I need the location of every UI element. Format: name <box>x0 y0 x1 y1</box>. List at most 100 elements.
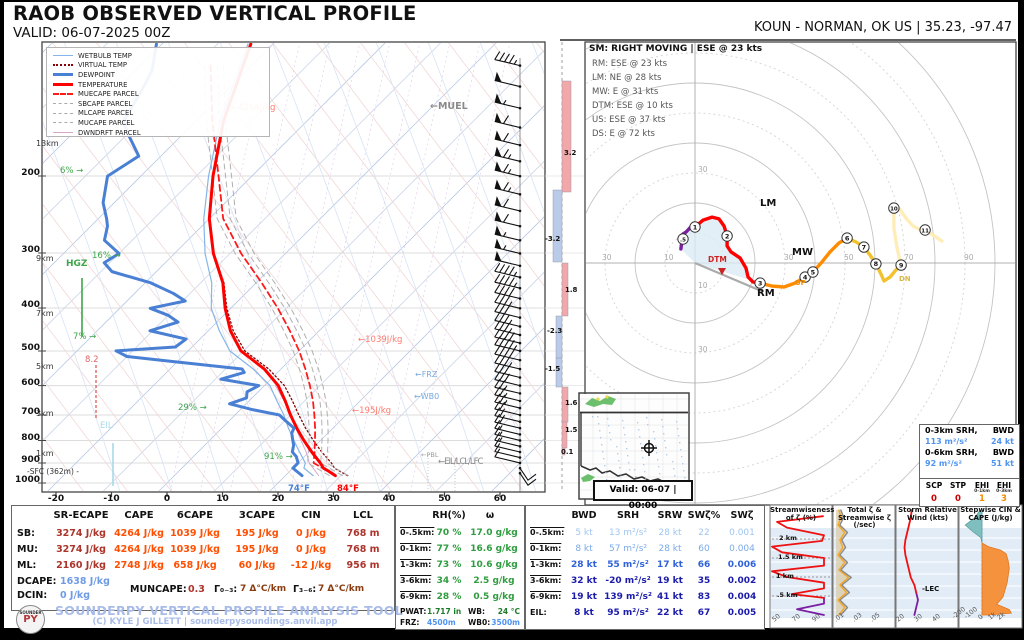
shear-value: 0.001 <box>729 528 755 538</box>
shear-value: 55 m²/s² <box>607 560 649 570</box>
shear-row-label: 0-.5km: <box>530 528 565 537</box>
dewpoint-line-swatch <box>53 73 73 77</box>
mean-wind-label: MW <box>792 247 813 258</box>
srh-0-6-value: 92 m²/s² <box>925 459 962 468</box>
shear-col-header: BWD <box>571 510 597 521</box>
eil-lcl-lfc-label: ←EIL/LCL/LFC <box>438 457 483 467</box>
svg-text:1: 1 <box>693 223 698 231</box>
shear-value: 0.004 <box>727 592 757 602</box>
muncape-value: 0.3 <box>188 584 205 595</box>
thermo-row-label: SB: <box>17 528 35 539</box>
wb0-label: WB0: <box>468 618 491 627</box>
legend-item-label: SBCAPE PARCEL <box>78 99 133 108</box>
thermo-value: 60 J/kg <box>238 560 276 571</box>
advection-value: -2.3 <box>547 327 563 335</box>
page-title: RAOB OBSERVED VERTICAL PROFILE <box>13 2 417 25</box>
svg-text:9: 9 <box>899 261 904 269</box>
shear-value: 13 m²/s² <box>608 528 648 538</box>
advection-value: 1.8 <box>565 286 578 294</box>
legend-item-label: DEWPOINT <box>78 70 115 79</box>
storm-motion-headline: SM: RIGHT MOVING | ESE @ 23 kts <box>589 44 763 54</box>
height-axis-label: 5km <box>36 362 54 371</box>
miniplot1-title: Streamwiseness of ζ (%) <box>770 506 835 522</box>
legend-item-label: MLCAPE PARCEL <box>78 109 134 118</box>
wb0-label: ←WB0 <box>414 392 440 401</box>
omega-value: 16.6 g/kg <box>470 544 518 554</box>
composite-indices-box: SCP 0 STP 0 EHI 0-1km 1 EHI 0-3km 3 <box>919 478 1020 507</box>
svg-text:11: 11 <box>921 228 929 234</box>
pressure-axis-tick: 700 <box>21 407 40 417</box>
thermo-value: 195 J/kg <box>235 544 279 555</box>
shear-value: 32 kt <box>571 576 597 586</box>
shear-value: 35 <box>697 576 711 586</box>
storm-motion-entry: DTM: ESE @ 10 kts <box>592 101 673 111</box>
thermo-value: 4264 J/kg <box>114 528 164 539</box>
miniplot-height-label: .5 km <box>777 591 798 599</box>
gamma-0-3-value: 7 Δ°C/km <box>240 584 287 594</box>
temp-axis-tick: 40 <box>382 494 396 504</box>
shear-value: 0.004 <box>729 544 755 554</box>
footer-line1: SOUNDERPY VERTICAL PROFILE ANALYSIS TOOL <box>55 603 404 618</box>
sfc-height-label: -SFC (362m) - <box>27 467 79 476</box>
bwd-0-3-value: 24 kt <box>990 437 1014 446</box>
cape-1039-label: ←1039J/kg <box>358 335 403 345</box>
downdraft-label: DN <box>899 275 911 283</box>
thermo-row-label: MU: <box>17 544 38 555</box>
surface-temp-label: 84°F <box>337 484 359 494</box>
mini-plots <box>769 504 1023 629</box>
rh-annotation: 91% → <box>264 452 293 462</box>
srh-0-6-label: 0-6km SRH, <box>925 448 978 457</box>
wind-barb-column <box>494 51 537 492</box>
rh-annotation: 7% → <box>73 332 97 342</box>
shear-col-header: SRH <box>616 510 640 521</box>
rh-row-label: 1-3km: <box>400 560 432 569</box>
svg-text:30: 30 <box>602 253 612 262</box>
pressure-axis-tick: 200 <box>21 168 40 178</box>
dwndrft-parcel-line-swatch <box>53 132 73 134</box>
legend-item-label: WETBULB TEMP <box>78 51 132 60</box>
surface-dewpoint-label: 74°F <box>288 484 310 494</box>
pwat-value: 1.717 in <box>427 607 462 616</box>
thermo-value: 195 J/kg <box>235 528 279 539</box>
temp-axis-tick: 10 <box>216 494 229 504</box>
thermo-value: 2160 J/kg <box>56 560 106 571</box>
shear-row-label: EIL: <box>530 608 547 617</box>
pressure-axis-tick: 900 <box>21 455 40 465</box>
height-axis-label: 9km <box>36 254 54 263</box>
rh-annotation: 6% → <box>60 166 84 176</box>
svg-text:3: 3 <box>758 279 763 287</box>
temp-axis-tick: 50 <box>438 494 451 504</box>
pressure-axis-tick: 400 <box>21 300 40 310</box>
rh-row-label: 0-.5km: <box>400 528 435 537</box>
lec-marker-label: -LEC <box>922 585 940 593</box>
shear-value: 95 m²/s² <box>607 608 649 618</box>
frz-label: ←FRZ <box>415 370 438 379</box>
svg-text:30: 30 <box>784 253 794 262</box>
composite-value: 1 <box>979 494 985 504</box>
thermo-col-header: CAPE <box>124 510 154 521</box>
composite-header-sub: 0-3km <box>996 489 1012 494</box>
omega-col-header: ω <box>485 510 495 521</box>
shear-value: 0.005 <box>727 608 757 618</box>
composite-header-sub: 0-1km <box>974 489 990 494</box>
omega-value: 10.6 g/kg <box>470 560 518 570</box>
dtm-label: DTM <box>708 255 727 264</box>
composite-value: 0 <box>955 494 961 504</box>
shear-row-label: 1-3km: <box>530 560 562 569</box>
shear-value: 57 m²/s² <box>608 544 648 554</box>
legend-item-label: VIRTUAL TEMP <box>78 61 128 70</box>
legend-item: MLCAPE PARCEL <box>53 109 269 119</box>
dcin-value: 0 J/kg <box>60 590 91 601</box>
map-valid-tag: Valid: 06-07 | 00:00 <box>593 480 693 511</box>
virtual-temp-line-swatch <box>53 64 73 67</box>
advection-value: 0.1 <box>561 448 574 456</box>
storm-motion-entry: LM: NE @ 28 kts <box>592 73 662 83</box>
thermo-col-header: LCL <box>352 510 374 521</box>
legend-item: WETBULB TEMP <box>53 51 269 61</box>
miniplot3-title: Storm Relative Wind (kts) <box>898 506 957 522</box>
shear-value: 67 <box>697 608 711 618</box>
rh-value: 70 % <box>436 528 462 538</box>
storm-motion-entry: MW: E @ 31 kts <box>592 87 659 97</box>
rh-value: 34 % <box>436 576 462 586</box>
